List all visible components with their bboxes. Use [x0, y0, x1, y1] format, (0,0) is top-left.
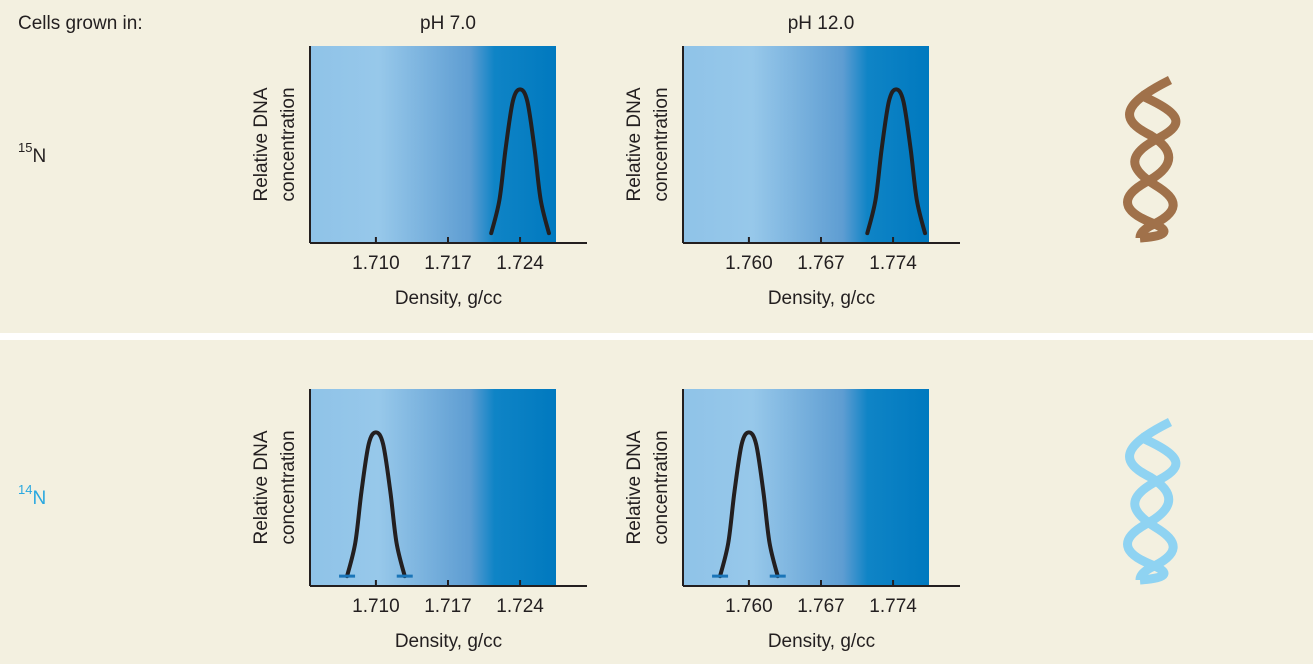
x-tick-label: 1.724 [496, 596, 544, 617]
y-axis-label: concentration [651, 430, 672, 544]
dna-helix-light [1123, 417, 1181, 585]
row-label: 15N [18, 140, 46, 167]
x-tick-label: 1.710 [352, 253, 400, 274]
y-axis-label: concentration [651, 87, 672, 201]
column-label: pH 7.0 [420, 13, 476, 34]
x-tick-label: 1.717 [424, 253, 472, 274]
x-tick-label: 1.710 [352, 596, 400, 617]
y-axis-label: Relative DNA [251, 87, 272, 201]
y-axis-label: concentration [278, 430, 299, 544]
element: N [32, 146, 46, 167]
density-curve [718, 430, 780, 579]
x-tick-label: 1.774 [869, 253, 917, 274]
density-curve [865, 87, 927, 236]
gradient-band [683, 46, 929, 243]
dna-helix-heavy [1123, 75, 1181, 243]
x-axis-label: Density, g/cc [768, 288, 875, 309]
column-label: pH 12.0 [788, 13, 855, 34]
gradient-band [310, 46, 556, 243]
y-axis-label: Relative DNA [624, 87, 645, 201]
density-curve [489, 87, 551, 236]
x-tick-label: 1.760 [725, 596, 773, 617]
gradient-band [683, 389, 929, 586]
x-axis-label: Density, g/cc [768, 631, 875, 652]
header: Cells grown in: [18, 13, 143, 34]
x-axis-label: Density, g/cc [395, 288, 502, 309]
element: N [32, 488, 46, 509]
x-tick-label: 1.717 [424, 596, 472, 617]
gradient-band [310, 389, 556, 586]
y-axis-label: Relative DNA [251, 430, 272, 544]
y-axis-label: concentration [278, 87, 299, 201]
x-tick-label: 1.774 [869, 596, 917, 617]
x-axis-label: Density, g/cc [395, 631, 502, 652]
divider [0, 333, 1313, 340]
x-tick-label: 1.760 [725, 253, 773, 274]
row-label: 14N [18, 482, 46, 509]
mass-number: 15 [18, 140, 32, 155]
x-tick-label: 1.767 [797, 596, 845, 617]
x-tick-label: 1.724 [496, 253, 544, 274]
mass-number: 14 [18, 482, 32, 497]
density-curve [345, 430, 407, 579]
y-axis-label: Relative DNA [624, 430, 645, 544]
x-tick-label: 1.767 [797, 253, 845, 274]
